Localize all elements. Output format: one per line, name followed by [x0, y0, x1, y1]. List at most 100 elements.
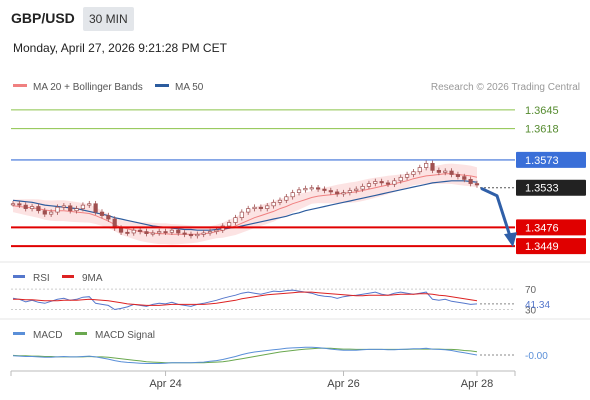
- candle-body: [138, 229, 143, 232]
- candle-body: [176, 229, 181, 234]
- forecast-arrow-head: [504, 232, 517, 248]
- legend-label-rsi-ma: 9MA: [82, 273, 103, 284]
- candle-body: [265, 205, 270, 209]
- candle: [271, 199, 276, 209]
- candle: [303, 185, 308, 193]
- legend-label-ma50: MA 50: [175, 82, 204, 93]
- candle-body: [303, 188, 308, 191]
- candle-body: [131, 229, 136, 234]
- candle-body: [449, 170, 454, 175]
- forecast-arrow: [480, 187, 512, 238]
- candle: [474, 180, 480, 188]
- candle: [417, 164, 422, 175]
- candle: [55, 204, 60, 215]
- candle-body: [354, 188, 359, 191]
- candle: [163, 228, 168, 236]
- macd-line: [12, 346, 478, 364]
- candle: [360, 183, 365, 192]
- candle-body: [430, 163, 435, 171]
- candle: [328, 187, 333, 195]
- candle-body: [169, 229, 175, 233]
- candle: [436, 167, 441, 176]
- candle: [277, 197, 283, 206]
- candle: [10, 200, 16, 207]
- price-levels: 1.3645 1.3618 1.3573 1.3533 1.3476 1.3449: [11, 105, 586, 255]
- candle-body: [271, 201, 276, 207]
- candle-body: [252, 206, 257, 209]
- candle-body: [379, 181, 384, 184]
- candle: [131, 227, 136, 236]
- legend-label-macd: MACD: [33, 330, 62, 341]
- candle-body: [385, 182, 391, 185]
- candle: [347, 187, 352, 196]
- candle: [462, 173, 467, 183]
- candle-body: [157, 231, 162, 234]
- candle: [443, 168, 448, 176]
- candle-body: [42, 210, 47, 215]
- candle: [341, 189, 346, 197]
- candle: [430, 160, 435, 174]
- interval-badge[interactable]: 30 MIN: [83, 7, 134, 31]
- candle: [36, 203, 41, 214]
- ma20-line: [12, 173, 478, 235]
- candle-body: [195, 233, 200, 237]
- candle-body: [80, 204, 86, 209]
- candle: [315, 184, 321, 192]
- candle: [176, 227, 181, 236]
- candle-body: [341, 192, 346, 195]
- x-axis-tick-label: Apr 26: [327, 378, 359, 390]
- candle: [398, 174, 403, 184]
- candle-body: [366, 183, 372, 187]
- candle: [233, 214, 238, 226]
- candle: [424, 160, 429, 171]
- candle-body: [214, 229, 219, 232]
- candle: [138, 227, 143, 235]
- candle-body: [436, 169, 441, 173]
- forecast: [480, 187, 517, 248]
- candle: [411, 168, 416, 178]
- candle: [201, 230, 206, 238]
- candle-body: [309, 187, 314, 190]
- candle: [354, 186, 359, 194]
- x-axis-tick-label: Apr 28: [461, 378, 493, 390]
- candle-body: [258, 206, 263, 209]
- level-tag: [516, 151, 586, 168]
- candle: [296, 187, 302, 196]
- rsi-legend: RSI 9MA: [13, 273, 103, 284]
- candle: [23, 202, 28, 212]
- legend-label-macd-signal: MACD Signal: [95, 330, 155, 341]
- candle: [385, 180, 391, 188]
- candle: [106, 212, 111, 222]
- candle: [239, 209, 244, 221]
- candle: [93, 200, 98, 215]
- candle: [29, 203, 35, 212]
- candle: [17, 200, 22, 208]
- rsi-level-label: 70: [525, 285, 537, 296]
- candle: [169, 227, 175, 236]
- candle-body: [455, 174, 461, 177]
- candle: [144, 228, 149, 237]
- rsi-ma-line: [13, 291, 478, 306]
- rsi-current-label: 41.34: [525, 300, 550, 311]
- candle: [207, 228, 213, 236]
- macd-pane: -0.00: [12, 346, 548, 364]
- candle: [150, 230, 155, 237]
- candle-body: [55, 206, 60, 213]
- candle-body: [118, 227, 124, 233]
- candle: [258, 204, 263, 212]
- candle-body: [106, 215, 111, 220]
- candle-body: [99, 211, 105, 216]
- candle-body: [125, 231, 130, 234]
- legend-swatch-ma50: [155, 84, 169, 87]
- candle-body: [23, 204, 28, 209]
- candle-body: [335, 191, 340, 195]
- candle: [182, 230, 187, 238]
- level-tag: [516, 179, 586, 196]
- ma50-line: [12, 180, 478, 231]
- candle-body: [411, 171, 416, 175]
- candle: [74, 205, 79, 214]
- datetime-label: Monday, April 27, 2026 9:21:28 PM CET: [13, 41, 227, 55]
- candle: [214, 227, 219, 235]
- candle: [252, 204, 257, 212]
